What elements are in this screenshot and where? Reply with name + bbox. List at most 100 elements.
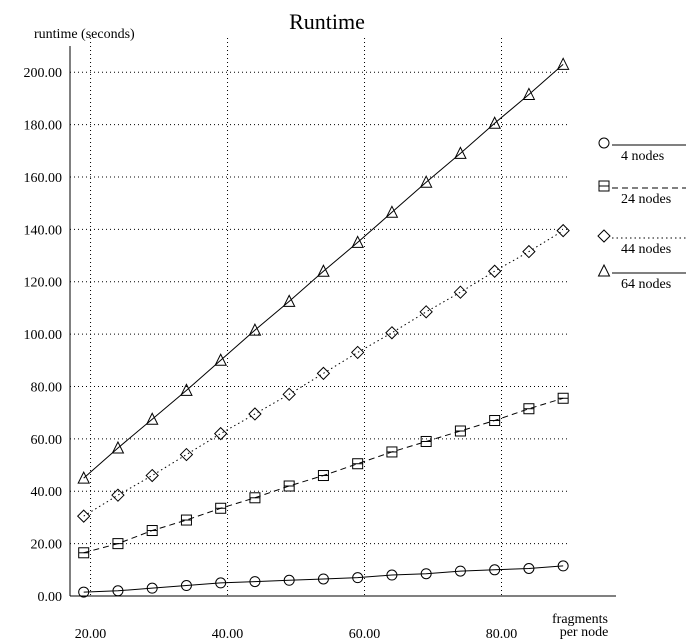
grid bbox=[70, 38, 570, 596]
data-point-64-nodes bbox=[180, 383, 193, 396]
data-point-64-nodes bbox=[522, 87, 536, 100]
data-point-24-nodes bbox=[420, 435, 432, 447]
y-tick-label: 160.00 bbox=[24, 171, 63, 186]
data-point-4-nodes bbox=[420, 568, 432, 580]
data-point-64-nodes bbox=[385, 205, 399, 218]
series-24-nodes bbox=[78, 392, 569, 559]
data-point-24-nodes bbox=[523, 403, 535, 415]
legend: 4 nodes 24 nodes 44 nodes 64 nodes bbox=[597, 137, 686, 292]
data-point-44-nodes bbox=[487, 264, 502, 278]
data-point-4-nodes bbox=[386, 569, 398, 581]
legend-item-64-nodes: 64 nodes bbox=[597, 263, 686, 292]
data-point-44-nodes bbox=[350, 345, 365, 360]
y-tick-label: 120.00 bbox=[24, 276, 63, 291]
data-point-24-nodes bbox=[249, 492, 261, 504]
data-point-44-nodes bbox=[248, 407, 262, 421]
legend-item-4-nodes: 4 nodes bbox=[598, 137, 686, 164]
data-point-4-nodes bbox=[489, 564, 501, 576]
x-axis-title-line1: fragments bbox=[552, 612, 608, 627]
series-64-nodes bbox=[77, 57, 570, 484]
data-point-64-nodes bbox=[556, 57, 570, 70]
data-point-24-nodes bbox=[283, 480, 295, 492]
data-point-24-nodes bbox=[78, 547, 90, 559]
data-point-4-nodes bbox=[283, 574, 295, 586]
data-point-24-nodes bbox=[557, 392, 569, 404]
data-point-44-nodes bbox=[556, 223, 570, 238]
data-point-24-nodes bbox=[386, 446, 398, 458]
data-point-44-nodes bbox=[453, 285, 468, 299]
x-tick-label: 20.00 bbox=[75, 627, 107, 642]
data-point-64-nodes bbox=[77, 471, 91, 484]
legend-label-24-nodes: 24 nodes bbox=[621, 192, 671, 207]
data-point-44-nodes bbox=[76, 509, 91, 523]
series-4-nodes bbox=[78, 560, 569, 598]
y-tick-label: 80.00 bbox=[31, 380, 63, 395]
tick-labels: 0.00 20.00 40.00 60.00 80.00 100.00 120.00 140.… bbox=[24, 66, 518, 642]
data-point-64-nodes bbox=[454, 146, 467, 159]
data-point-4-nodes bbox=[215, 577, 227, 589]
data-point-4-nodes bbox=[317, 573, 329, 585]
data-point-64-nodes bbox=[488, 116, 501, 129]
data-point-64-nodes bbox=[351, 235, 364, 248]
data-point-44-nodes bbox=[145, 468, 159, 483]
data-point-44-nodes bbox=[111, 488, 125, 502]
series-line-4-nodes bbox=[83, 565, 564, 593]
data-point-24-nodes bbox=[146, 525, 158, 537]
data-point-24-nodes bbox=[112, 538, 124, 550]
y-tick-label: 40.00 bbox=[31, 485, 63, 500]
data-point-64-nodes bbox=[317, 264, 330, 277]
legend-item-44-nodes: 44 nodes bbox=[597, 229, 686, 257]
data-point-64-nodes bbox=[282, 294, 296, 307]
data-point-64-nodes bbox=[419, 175, 433, 188]
y-tick-label: 200.00 bbox=[24, 66, 63, 81]
data-point-4-nodes bbox=[249, 576, 261, 588]
legend-marker-64-nodes bbox=[597, 263, 611, 277]
data-point-44-nodes bbox=[419, 305, 433, 319]
legend-item-24-nodes: 24 nodes bbox=[598, 180, 686, 207]
y-tick-label: 60.00 bbox=[31, 433, 63, 448]
data-point-4-nodes bbox=[557, 560, 569, 572]
legend-marker-24-nodes bbox=[598, 180, 610, 192]
data-point-4-nodes bbox=[180, 580, 192, 592]
data-point-24-nodes bbox=[454, 425, 466, 437]
data-point-44-nodes bbox=[316, 366, 331, 381]
y-tick-label: 180.00 bbox=[24, 119, 63, 134]
data-point-4-nodes bbox=[78, 586, 90, 598]
legend-marker-44-nodes bbox=[597, 229, 611, 243]
data-point-4-nodes bbox=[454, 565, 466, 577]
data-point-24-nodes bbox=[352, 458, 364, 470]
y-tick-label: 0.00 bbox=[38, 590, 63, 605]
data-point-4-nodes bbox=[523, 563, 535, 574]
data-point-64-nodes bbox=[248, 323, 262, 336]
data-point-64-nodes bbox=[214, 353, 227, 366]
series-44-nodes bbox=[76, 223, 570, 523]
data-point-24-nodes bbox=[215, 502, 227, 514]
data-point-24-nodes bbox=[489, 415, 501, 427]
series-line-64-nodes bbox=[83, 63, 564, 479]
legend-label-4-nodes: 4 nodes bbox=[621, 149, 664, 164]
data-point-44-nodes bbox=[282, 387, 296, 402]
y-tick-label: 20.00 bbox=[31, 538, 63, 553]
data-point-44-nodes bbox=[522, 244, 536, 259]
y-tick-label: 140.00 bbox=[24, 223, 63, 238]
data-point-64-nodes bbox=[145, 412, 159, 425]
axes bbox=[69, 46, 616, 597]
data-point-64-nodes bbox=[111, 440, 125, 454]
series-line-44-nodes bbox=[83, 230, 564, 517]
x-tick-label: 40.00 bbox=[212, 627, 244, 642]
data-point-4-nodes bbox=[112, 585, 124, 597]
x-tick-label: 80.00 bbox=[486, 627, 518, 642]
data-point-24-nodes bbox=[317, 470, 329, 482]
y-tick-label: 100.00 bbox=[24, 328, 63, 343]
legend-label-44-nodes: 44 nodes bbox=[621, 242, 671, 257]
legend-marker-4-nodes bbox=[598, 137, 610, 149]
data-point-4-nodes bbox=[352, 572, 364, 584]
y-axis-title: runtime (seconds) bbox=[34, 27, 135, 42]
data-point-4-nodes bbox=[146, 582, 158, 594]
legend-label-64-nodes: 64 nodes bbox=[621, 277, 671, 292]
data-point-24-nodes bbox=[180, 514, 192, 526]
x-axis-title-line2: per node bbox=[560, 625, 609, 640]
series-group bbox=[76, 57, 570, 598]
data-point-44-nodes bbox=[179, 447, 194, 462]
